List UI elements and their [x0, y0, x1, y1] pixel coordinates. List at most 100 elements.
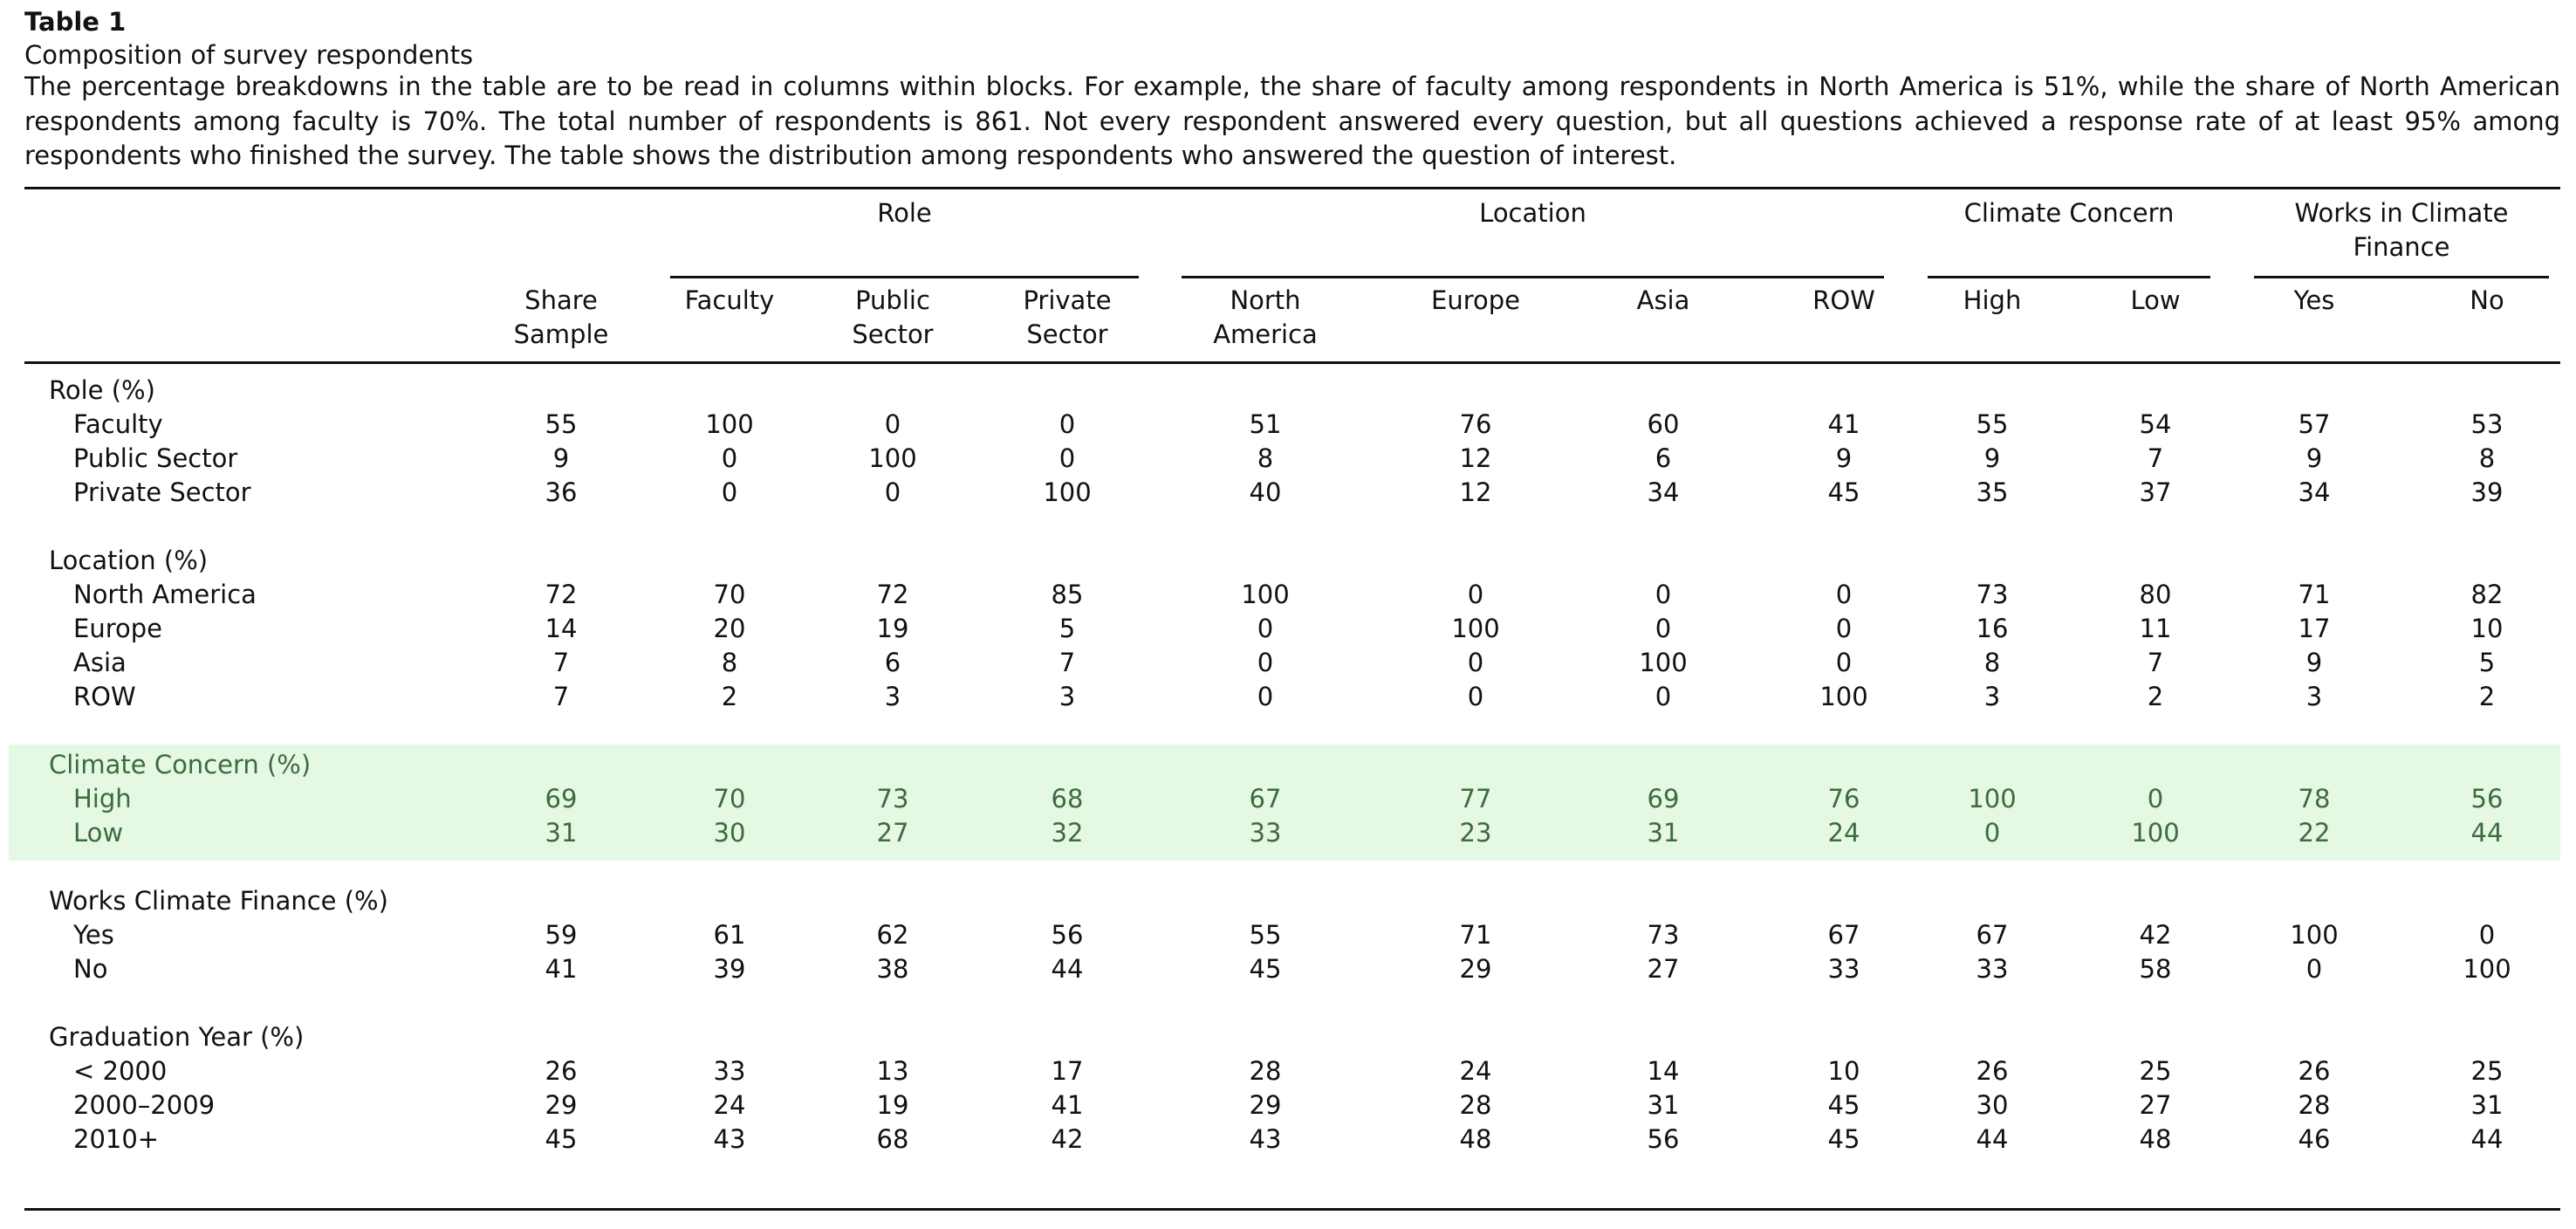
table-cell: 100 — [2290, 920, 2339, 950]
table-cell: 3 — [884, 682, 901, 711]
table-cell: 60 — [1647, 409, 1680, 439]
table-cell: 0 — [1467, 682, 1484, 711]
table-cell: 100 — [2131, 818, 2180, 848]
table-cell: 29 — [1459, 954, 1492, 984]
table-cell: 0 — [884, 409, 901, 439]
column-header: Yes — [2293, 285, 2335, 315]
table-cell: 0 — [721, 477, 738, 507]
table-cell: 43 — [713, 1124, 746, 1154]
table-cell: 29 — [1249, 1090, 1282, 1120]
table-cell: 3 — [1058, 682, 1076, 711]
table-cell: 69 — [1647, 784, 1680, 814]
table-cell: 2 — [2478, 682, 2496, 711]
table-cell: 19 — [876, 614, 909, 643]
table-cell: 22 — [2298, 818, 2331, 848]
column-group-underline — [2254, 276, 2549, 278]
column-header: North America — [1213, 285, 1318, 349]
table-cell: 24 — [1459, 1056, 1492, 1086]
row-label: ROW — [73, 682, 136, 711]
column-group-header: Role — [877, 198, 932, 228]
table-cell: 27 — [1647, 954, 1680, 984]
table-cell: 34 — [1647, 477, 1680, 507]
row-label: Public Sector — [73, 443, 238, 473]
table-cell: 58 — [2139, 954, 2172, 984]
table-cell: 34 — [2298, 477, 2331, 507]
table-cell: 46 — [2298, 1124, 2331, 1154]
table-cell: 2 — [721, 682, 738, 711]
row-label: Europe — [73, 614, 162, 643]
table-cell: 85 — [1051, 580, 1084, 609]
table-cell: 55 — [1976, 409, 2009, 439]
table-cell: 73 — [1647, 920, 1680, 950]
table-cell: 0 — [1983, 818, 2001, 848]
table-cell: 57 — [2298, 409, 2331, 439]
table-cell: 23 — [1459, 818, 1492, 848]
table-title: Composition of survey respondents — [24, 40, 474, 70]
table-cell: 0 — [1835, 614, 1853, 643]
table-cell: 7 — [2147, 443, 2164, 473]
table-cell: 53 — [2470, 409, 2504, 439]
table-cell: 0 — [1257, 614, 1274, 643]
column-header: Public Sector — [852, 285, 934, 349]
table-cell: 70 — [713, 580, 746, 609]
table-cell: 30 — [713, 818, 746, 848]
table-cell: 0 — [2147, 784, 2164, 814]
table-cell: 12 — [1459, 443, 1492, 473]
column-header: ROW — [1812, 285, 1875, 315]
table-bottom-rule — [24, 1208, 2560, 1211]
table-cell: 0 — [1467, 648, 1484, 677]
table-cell: 39 — [713, 954, 746, 984]
column-header: Europe — [1431, 285, 1520, 315]
table-cell: 27 — [2139, 1090, 2172, 1120]
table-cell: 100 — [1043, 477, 1092, 507]
table-cell: 25 — [2139, 1056, 2172, 1086]
table-cell: 24 — [713, 1090, 746, 1120]
table-cell: 20 — [713, 614, 746, 643]
table-cell: 45 — [1827, 1090, 1860, 1120]
table-cell: 71 — [2298, 580, 2331, 609]
table-cell: 37 — [2139, 477, 2172, 507]
table-cell: 2 — [2147, 682, 2164, 711]
table-cell: 31 — [1647, 1090, 1680, 1120]
column-group-underline — [1182, 276, 1884, 278]
table-cell: 9 — [1983, 443, 2001, 473]
table-cell: 82 — [2470, 580, 2504, 609]
table-cell: 33 — [713, 1056, 746, 1086]
row-label: Yes — [73, 920, 114, 950]
table-cell: 45 — [1249, 954, 1282, 984]
table-caption: The percentage breakdowns in the table a… — [24, 72, 2560, 170]
table-cell: 67 — [1827, 920, 1860, 950]
table-cell: 30 — [1976, 1090, 2009, 1120]
table-cell: 27 — [876, 818, 909, 848]
table-cell: 48 — [1459, 1124, 1492, 1154]
table-cell: 0 — [1655, 580, 1672, 609]
block-title: Works Climate Finance (%) — [49, 886, 388, 916]
row-label: High — [73, 784, 132, 814]
table-cell: 0 — [1257, 648, 1274, 677]
table-cell: 73 — [876, 784, 909, 814]
table-cell: 13 — [876, 1056, 909, 1086]
column-group-header: Works in Climate Finance — [2294, 198, 2509, 262]
table-cell: 43 — [1249, 1124, 1282, 1154]
table-cell: 0 — [1058, 409, 1076, 439]
table-cell: 44 — [1976, 1124, 2009, 1154]
table-cell: 19 — [876, 1090, 909, 1120]
row-label: Asia — [73, 648, 127, 677]
column-header: Share Sample — [513, 285, 609, 349]
table-cell: 61 — [713, 920, 746, 950]
column-group-underline — [670, 276, 1139, 278]
row-label: < 2000 — [73, 1056, 168, 1086]
table-cell: 31 — [1647, 818, 1680, 848]
row-label: Faculty — [73, 409, 163, 439]
table-cell: 28 — [1249, 1056, 1282, 1086]
table-cell: 44 — [2470, 818, 2504, 848]
data-table: Role Location Climate Concern Works in Clim… — [9, 0, 2560, 1229]
table-cell: 6 — [884, 648, 901, 677]
block-title: Role (%) — [49, 375, 155, 405]
table-cell: 48 — [2139, 1124, 2172, 1154]
column-header: Faculty — [684, 285, 775, 315]
table-cell: 68 — [1051, 784, 1084, 814]
table-cell: 44 — [1051, 954, 1084, 984]
table-cell: 17 — [1051, 1056, 1084, 1086]
table-cell: 36 — [545, 477, 578, 507]
